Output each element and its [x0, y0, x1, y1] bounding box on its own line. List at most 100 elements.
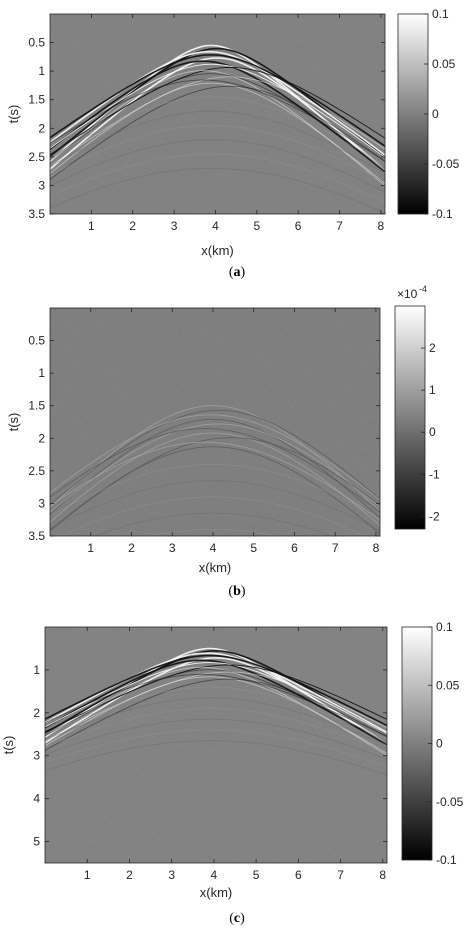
- caption-letter: a: [234, 265, 241, 280]
- y-axis-label: t(s): [6, 105, 21, 124]
- colorbar-tick-label: 1: [429, 383, 436, 397]
- wavefront-curve: [45, 676, 387, 754]
- colorbar-tick-label: 0: [432, 107, 439, 121]
- wavefront-curve: [45, 664, 387, 733]
- x-tick-label: 8: [379, 868, 386, 882]
- colorbar-tick-label: 0.1: [432, 7, 449, 21]
- diffraction-arc: [50, 110, 385, 174]
- x-axis-label: x(km): [201, 243, 234, 258]
- diffraction-arc: [50, 167, 385, 214]
- y-tick-label: 0.5: [28, 334, 45, 348]
- x-tick-label: 3: [168, 868, 175, 882]
- y-axis-label: t(s): [6, 413, 21, 432]
- colorbar-tick-label: 0.1: [436, 620, 453, 634]
- x-tick-label: 1: [87, 541, 94, 555]
- x-tick-label: 3: [171, 219, 178, 233]
- diffraction-arc: [50, 480, 380, 531]
- y-tick-label: 3: [38, 496, 45, 510]
- x-tick-label: 4: [210, 541, 217, 555]
- x-tick-label: 6: [295, 219, 302, 233]
- diffraction-arc: [45, 718, 387, 760]
- chart-panel-b: 1 2 3 4 5 6 7 8 0.5 1 1.5 2 2.5 3 3.5 x(km) t(s) 2 1 0 -1 -2 ×…: [6, 284, 440, 599]
- diffraction-arc: [93, 512, 333, 536]
- x-tick-label: 5: [253, 219, 260, 233]
- y-tick-label: 1: [38, 366, 45, 380]
- y-tick-label: 2: [33, 706, 40, 720]
- y-tick-label: 3.5: [28, 207, 45, 221]
- wavefront-curve: [50, 405, 380, 512]
- x-tick-label: 1: [84, 868, 91, 882]
- x-tick-label: 5: [253, 868, 260, 882]
- wavefront-curve: [50, 428, 380, 513]
- colorbar: [402, 627, 432, 860]
- axes-frame: [49, 13, 386, 215]
- x-tick-label: 7: [332, 541, 339, 555]
- x-axis-label: x(km): [200, 885, 233, 900]
- caption-paren-open: (: [229, 911, 234, 926]
- y-tick-label: 5: [33, 835, 40, 849]
- x-tick-label: 7: [336, 219, 343, 233]
- y-tick-label: 3: [33, 749, 40, 763]
- colorbar-tick-label: 2: [429, 341, 436, 355]
- wavefront-curve: [45, 673, 387, 738]
- wavefront-curve: [50, 414, 380, 501]
- diffraction-arc: [45, 740, 387, 776]
- chart-panel-c: 1 2 3 4 5 6 7 8 1 2 3 4 5 x(km) t(s) 0.1 0.05 0 -0.05 -0.1 (…: [1, 620, 464, 926]
- x-tick-label: 1: [88, 219, 95, 233]
- y-tick-label: 2: [38, 431, 45, 445]
- colorbar-tick-label: -0.1: [432, 207, 453, 221]
- diffraction-arc: [50, 153, 385, 203]
- diffraction-arc: [60, 496, 366, 536]
- figure-caption: (c): [229, 911, 245, 926]
- x-tick-label: 6: [295, 868, 302, 882]
- colorbar-tick-label: 0: [436, 737, 443, 751]
- wavefront-curve: [50, 441, 380, 521]
- figure-caption: (a): [229, 265, 246, 280]
- colorbar-tick-label: -0.1: [436, 853, 457, 867]
- caption-letter: b: [233, 584, 241, 599]
- diffraction-arc: [45, 708, 387, 753]
- axes-frame: [44, 626, 388, 864]
- y-tick-label: 2.5: [28, 150, 45, 164]
- chart-panel-a: 1 2 3 4 5 6 7 8 0.5 1 1.5 2 2.5 3 3.5 x(km) t(s) 0.1 0.05 0…: [6, 7, 460, 280]
- colorbar-tick-label: -2: [429, 509, 440, 523]
- caption-letter: c: [234, 911, 240, 926]
- diffraction-arc: [50, 96, 385, 166]
- colorbar: [398, 14, 428, 214]
- seismic-image: [50, 308, 380, 536]
- caption-paren-close: ): [241, 265, 246, 280]
- colorbar-tick-label: -0.05: [436, 795, 464, 809]
- caption-paren-open: (: [228, 584, 233, 599]
- x-tick-label: 8: [373, 541, 380, 555]
- caption-paren-close: ): [240, 911, 245, 926]
- diffraction-arc: [45, 729, 387, 768]
- x-tick-label: 7: [337, 868, 344, 882]
- diffraction-arc: [50, 464, 380, 519]
- wavefront-curve: [45, 678, 387, 751]
- y-tick-label: 3.5: [28, 529, 45, 543]
- colorbar-tick-label: 0: [429, 425, 436, 439]
- wavefront-curve: [45, 652, 387, 734]
- y-tick-label: 2: [38, 121, 45, 135]
- wavefront-curve: [50, 79, 385, 162]
- x-tick-label: 8: [378, 219, 385, 233]
- diffraction-arc: [50, 139, 385, 193]
- seismic-image: [45, 627, 387, 863]
- colorbar-tick-label: 0.05: [432, 57, 456, 71]
- colorbar-tick-label: -0.05: [432, 157, 460, 171]
- diffraction-arc: [45, 697, 387, 746]
- y-tick-label: 2.5: [28, 464, 45, 478]
- wavefront-curve: [50, 82, 385, 184]
- seismic-image: [50, 14, 385, 214]
- y-tick-label: 1: [33, 663, 40, 677]
- colorbar: [395, 306, 425, 529]
- diffraction-arc: [50, 124, 385, 183]
- colorbar-exponent-base: ×10: [397, 287, 418, 301]
- axes-frame: [49, 307, 381, 537]
- diffraction-arc: [146, 529, 280, 536]
- wavefront-curve: [50, 446, 380, 535]
- x-tick-label: 2: [126, 868, 133, 882]
- y-tick-label: 1: [38, 64, 45, 78]
- colorbar-tick-label: 0.05: [436, 678, 460, 692]
